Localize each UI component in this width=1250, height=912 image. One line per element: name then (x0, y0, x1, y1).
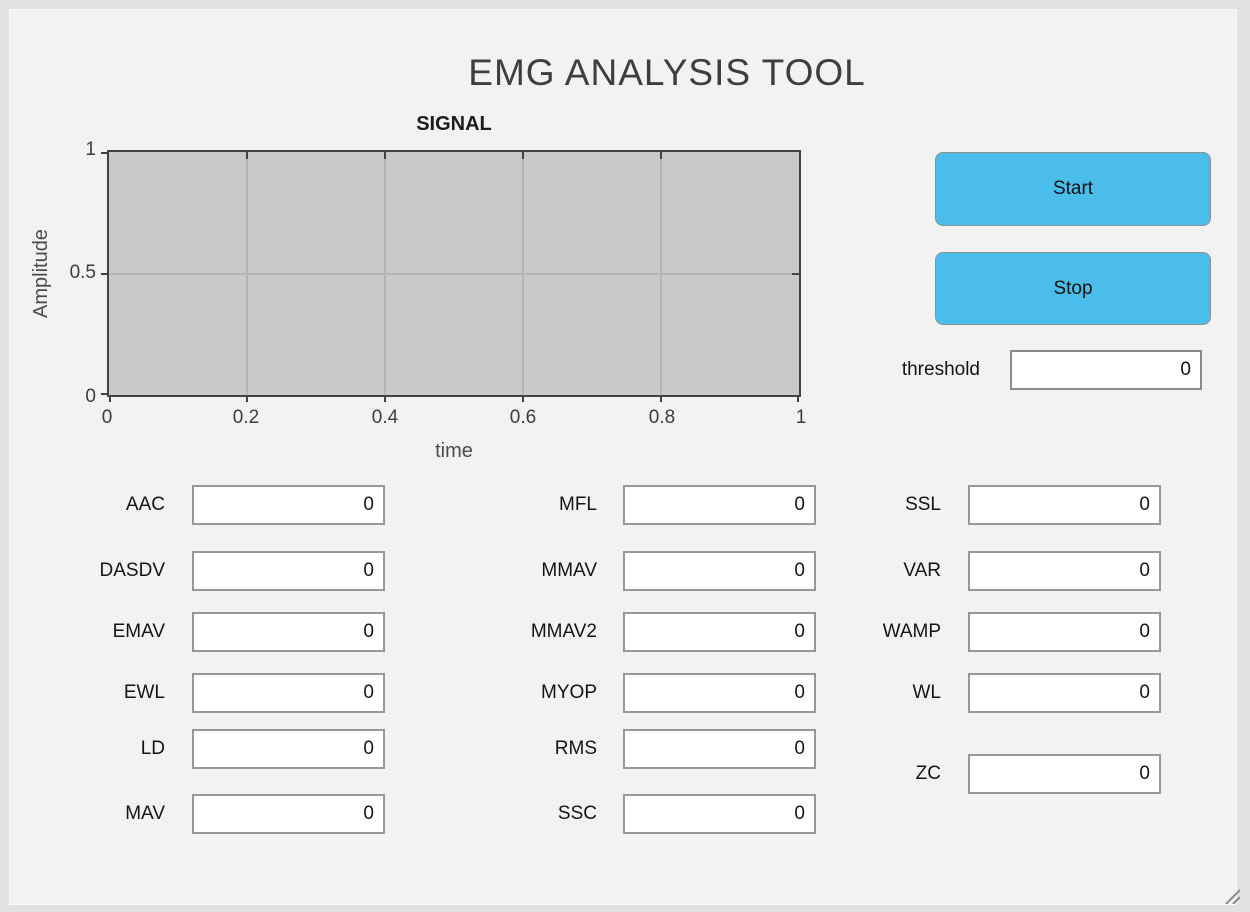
mav-label: MAV (125, 803, 165, 824)
dasdv-label: DASDV (99, 560, 165, 581)
tick-mark (660, 152, 662, 159)
x-tick-label-0.2: 0.2 (232, 407, 260, 428)
x-tick-label-0.6: 0.6 (509, 407, 537, 428)
y-tick-label-0: 0 (85, 386, 96, 407)
ssl-field[interactable] (968, 485, 1161, 525)
x-tick-label-0.4: 0.4 (371, 407, 399, 428)
rms-field[interactable] (623, 729, 816, 769)
x-tick-label-0.8: 0.8 (648, 407, 676, 428)
tick-mark (246, 152, 248, 159)
wamp-field[interactable] (968, 612, 1161, 652)
page-title: EMG ANALYSIS TOOL (468, 52, 866, 93)
tick-mark (101, 393, 108, 395)
y-tick-label-0.5: 0.5 (69, 262, 96, 283)
x-tick-label-1: 1 (795, 407, 807, 428)
zc-field[interactable] (968, 754, 1161, 794)
myop-label: MYOP (541, 682, 597, 703)
ld-label: LD (140, 738, 165, 759)
mmav-label: MMAV (541, 560, 597, 581)
tick-mark (384, 152, 386, 159)
tick-mark (101, 272, 108, 275)
tick-mark (797, 395, 799, 402)
y-axis-label: Amplitude (30, 229, 52, 318)
tick-mark (660, 395, 662, 402)
tick-mark (792, 272, 799, 275)
mav-field[interactable] (192, 794, 385, 834)
tick-mark (522, 152, 524, 159)
var-label: VAR (903, 560, 941, 581)
signal-plot-area (101, 150, 801, 402)
mfl-label: MFL (559, 494, 597, 515)
mmav-field[interactable] (623, 551, 816, 591)
chart-title: SIGNAL (416, 113, 492, 135)
tick-mark (384, 395, 386, 402)
tick-mark (101, 152, 108, 154)
ld-field[interactable] (192, 729, 385, 769)
threshold-label: threshold (901, 359, 980, 380)
ssc-field[interactable] (623, 794, 816, 834)
threshold-input[interactable] (1010, 350, 1202, 390)
x-axis-label: time (435, 440, 473, 462)
gridline-y-0.5 (109, 272, 799, 275)
start-button[interactable]: Start (935, 152, 1211, 226)
y-tick-label-1: 1 (85, 139, 96, 160)
ssc-label: SSC (557, 803, 597, 824)
wl-label: WL (912, 682, 942, 703)
tick-mark (246, 395, 248, 402)
tick-mark (109, 395, 111, 402)
myop-field[interactable] (623, 673, 816, 713)
x-tick-label-0: 0 (101, 407, 113, 428)
wl-field[interactable] (968, 673, 1161, 713)
wamp-label: WAMP (882, 621, 941, 642)
ewl-field[interactable] (192, 673, 385, 713)
zc-label: ZC (915, 763, 941, 784)
stop-button[interactable]: Stop (935, 252, 1211, 325)
emav-field[interactable] (192, 612, 385, 652)
mmav2-label: MMAV2 (530, 621, 597, 642)
mfl-field[interactable] (623, 485, 816, 525)
ssl-label: SSL (905, 494, 941, 515)
tick-mark (522, 395, 524, 402)
dasdv-field[interactable] (192, 551, 385, 591)
rms-label: RMS (554, 738, 597, 759)
emav-label: EMAV (112, 621, 165, 642)
mmav2-field[interactable] (623, 612, 816, 652)
resize-grip-icon[interactable] (1222, 886, 1240, 904)
ewl-label: EWL (123, 682, 165, 703)
aac-label: AAC (125, 494, 165, 515)
var-field[interactable] (968, 551, 1161, 591)
aac-field[interactable] (192, 485, 385, 525)
